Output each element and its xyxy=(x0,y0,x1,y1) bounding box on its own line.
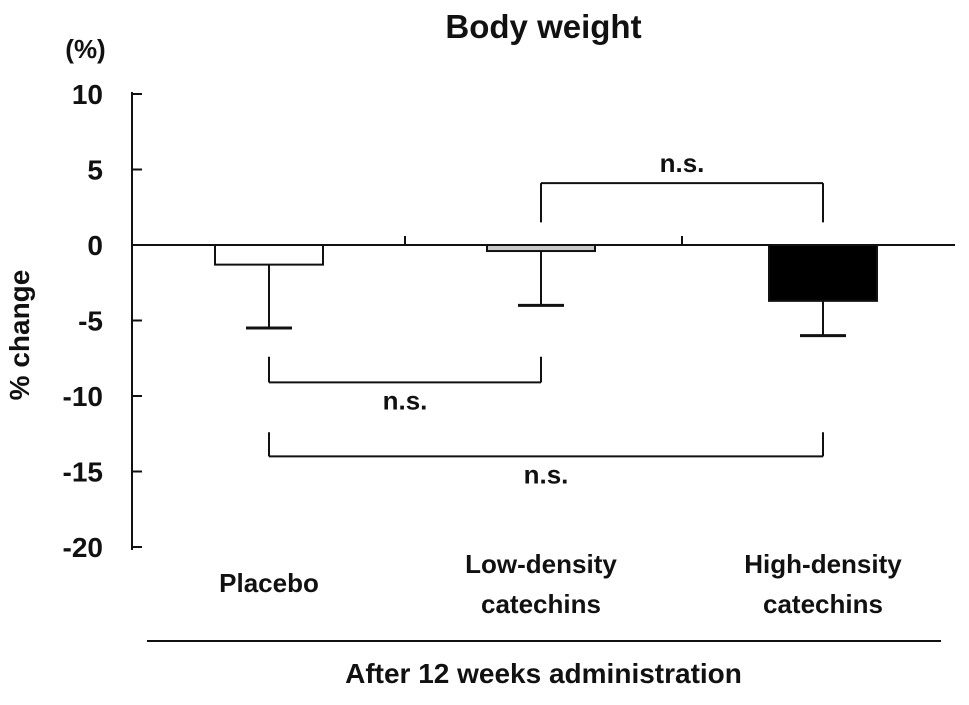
bar-placebo xyxy=(214,244,324,266)
significance-label-3: n.s. xyxy=(524,459,569,489)
y-tick-label--15: -15 xyxy=(63,457,103,488)
chart-title: Body weight xyxy=(445,8,642,45)
significance-label-1: n.s. xyxy=(660,148,705,178)
y-tick-label-5: 5 xyxy=(87,155,103,186)
category-label-low-density-catechins-line1: Low-density xyxy=(465,549,617,579)
y-tick-label--10: -10 xyxy=(63,381,103,412)
category-label-placebo-line1: Placebo xyxy=(219,568,319,598)
y-tick-label--20: -20 xyxy=(63,532,103,563)
bar-high-density-catechins xyxy=(768,244,878,302)
category-label-high-density-catechins-line2: catechins xyxy=(763,589,883,619)
x-axis-caption: After 12 weeks administration xyxy=(345,658,742,689)
y-tick-label--5: -5 xyxy=(78,306,103,337)
category-label-low-density-catechins-line2: catechins xyxy=(481,589,601,619)
y-axis-unit-label: (%) xyxy=(65,34,106,64)
y-tick-label-0: 0 xyxy=(87,230,103,261)
y-tick-label-10: 10 xyxy=(72,79,103,110)
significance-label-2: n.s. xyxy=(383,385,428,415)
category-label-high-density-catechins-line1: High-density xyxy=(744,549,902,579)
